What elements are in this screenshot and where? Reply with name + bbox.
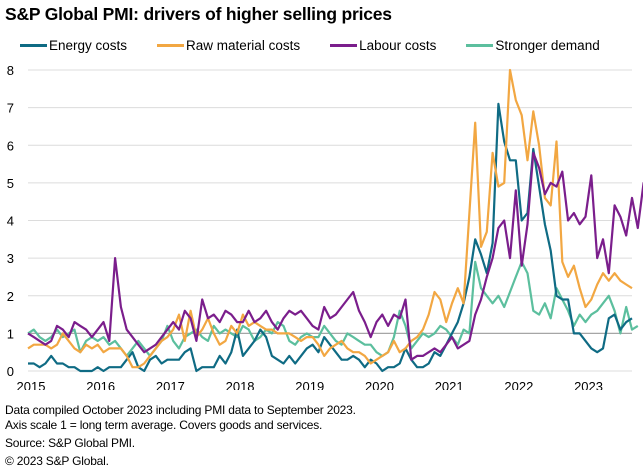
x-tick-label: 2022 <box>504 379 533 390</box>
legend-item-raw-material-costs: Raw material costs <box>157 38 300 53</box>
x-tick-label: 2017 <box>156 379 185 390</box>
y-tick-label: 3 <box>7 251 14 266</box>
y-tick-label: 7 <box>7 101 14 116</box>
series-line-labour-costs <box>27 151 643 361</box>
legend-swatch <box>157 44 185 47</box>
legend-item-labour-costs: Labour costs <box>330 38 436 53</box>
series-line-raw-material-costs <box>27 68 633 369</box>
chart-plot: 0 1 2 3 4 5 6 7 8 2015 2016 2017 2018 2019 2020 2021 202… <box>7 63 643 390</box>
x-tick-label: 2021 <box>435 379 464 390</box>
y-tick-label: 2 <box>7 289 14 304</box>
x-tick-label: 2019 <box>295 379 324 390</box>
y-tick-label: 8 <box>7 63 14 78</box>
chart-title: S&P Global PMI: drivers of higher sellin… <box>5 4 392 24</box>
x-tick-label: 2016 <box>86 379 115 390</box>
y-tick-label: 1 <box>7 326 14 341</box>
y-tick-label: 0 <box>7 364 14 379</box>
legend-swatch <box>20 44 47 47</box>
source-note: Source: S&P Global PMI. <box>5 436 135 450</box>
y-tick-label: 4 <box>7 214 14 229</box>
legend: Energy costs Raw material costs Labour cos… <box>20 38 600 53</box>
series-line-stronger-demand <box>27 260 639 357</box>
series-line-energy-costs <box>28 102 633 373</box>
x-tick-label: 2020 <box>365 379 394 390</box>
copyright-note: © 2023 S&P Global. <box>5 454 109 468</box>
legend-swatch <box>466 44 494 47</box>
note-axis-scale: Axis scale 1 = long term average. Covers… <box>5 418 323 432</box>
x-tick-label: 2018 <box>226 379 255 390</box>
y-tick-label: 5 <box>7 176 14 191</box>
x-tick-label: 2023 <box>574 379 603 390</box>
x-tick-label: 2015 <box>17 379 46 390</box>
legend-label: Energy costs <box>49 38 128 53</box>
legend-swatch <box>330 44 358 47</box>
note-data-compiled: Data compiled October 2023 including PMI… <box>5 403 356 417</box>
legend-label: Labour costs <box>359 38 437 53</box>
y-tick-label: 6 <box>7 138 14 153</box>
legend-item-energy-costs: Energy costs <box>20 38 127 53</box>
legend-label: Stronger demand <box>495 38 600 53</box>
legend-item-stronger-demand: Stronger demand <box>466 38 600 53</box>
legend-label: Raw material costs <box>186 38 301 53</box>
